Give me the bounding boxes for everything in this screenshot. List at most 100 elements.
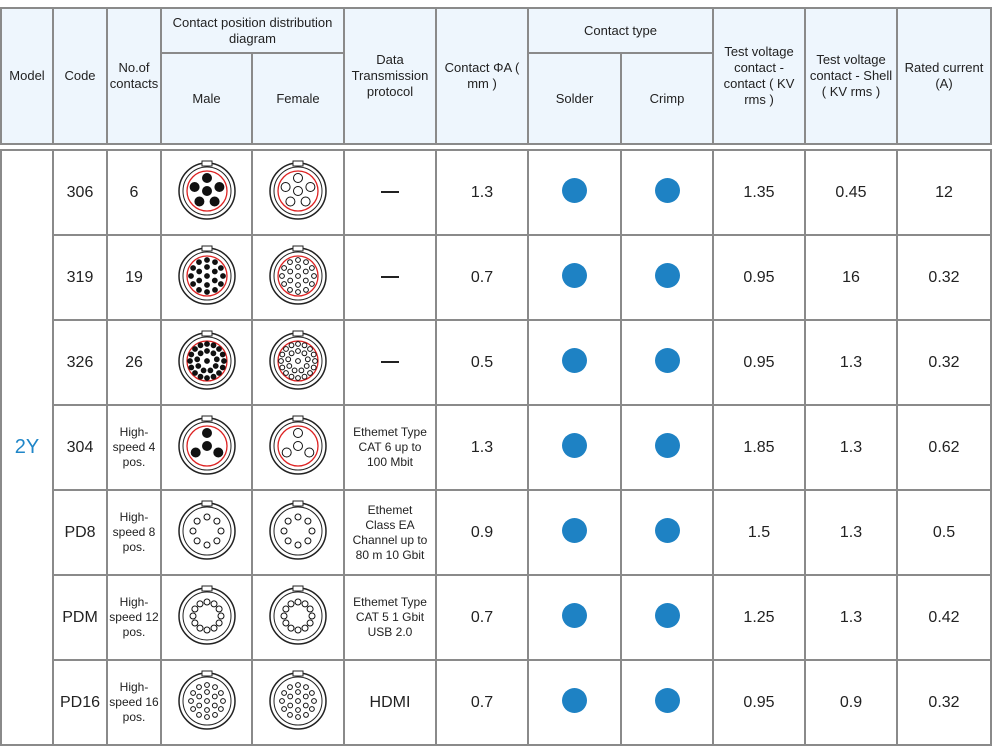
solder-cell — [527, 659, 622, 746]
connector-diagram-female-icon — [251, 149, 345, 236]
code-cell: PD16 — [52, 659, 108, 746]
rated-current-cell: 0.42 — [896, 574, 992, 661]
contacts-cell: 26 — [106, 319, 162, 406]
rated-current-cell: 0.32 — [896, 659, 992, 746]
protocol-cell: HDMI — [343, 659, 437, 746]
contact-diameter-cell: 1.3 — [435, 404, 529, 491]
test-voltage-contact-cell: 0.95 — [712, 319, 806, 406]
test-voltage-contact-cell: 1.85 — [712, 404, 806, 491]
connector-diagram-male-icon — [160, 149, 253, 236]
header-diagram: Contact position distribution diagram — [160, 7, 345, 54]
header-contacts: No.of contacts — [106, 7, 162, 145]
crimp-cell — [620, 489, 714, 576]
crimp-available-icon — [654, 347, 680, 373]
header-rated-current: Rated current (A) — [896, 7, 992, 145]
contacts-cell: High-speed 4 pos. — [106, 404, 162, 491]
table-row: PD8 High-speed 8 pos. Ethemet Class EA Cha… — [1, 489, 992, 576]
crimp-available-icon — [654, 517, 680, 543]
solder-cell — [527, 574, 622, 661]
contact-diameter-cell: 0.7 — [435, 574, 529, 661]
contact-diameter-cell: 0.7 — [435, 234, 529, 321]
crimp-available-icon — [654, 687, 680, 713]
connector-diagram-male-icon — [160, 234, 253, 321]
test-voltage-shell-cell: 1.3 — [804, 489, 898, 576]
test-voltage-contact-cell: 1.25 — [712, 574, 806, 661]
protocol-cell: — — [343, 319, 437, 406]
connector-diagram-female-icon — [251, 234, 345, 321]
crimp-cell — [620, 659, 714, 746]
header-female: Female — [251, 52, 345, 145]
protocol-cell: — — [343, 234, 437, 321]
rated-current-cell: 0.62 — [896, 404, 992, 491]
solder-available-icon — [562, 177, 587, 203]
protocol-cell: — — [343, 149, 437, 236]
crimp-available-icon — [654, 432, 680, 458]
contacts-cell: High-speed 16 pos. — [106, 659, 162, 746]
code-cell: PDM — [52, 574, 108, 661]
code-cell: PD8 — [52, 489, 108, 576]
connector-diagram-male-icon — [160, 489, 253, 576]
test-voltage-shell-cell: 1.3 — [804, 574, 898, 661]
solder-cell — [527, 319, 622, 406]
connector-diagram-female-icon — [251, 489, 345, 576]
code-cell: 326 — [52, 319, 108, 406]
contacts-cell: High-speed 8 pos. — [106, 489, 162, 576]
header-protocol: Data Transmission protocol — [343, 7, 437, 145]
solder-cell — [527, 489, 622, 576]
crimp-cell — [620, 149, 714, 236]
rated-current-cell: 0.32 — [896, 319, 992, 406]
connector-diagram-male-icon — [160, 319, 253, 406]
contacts-cell: 19 — [106, 234, 162, 321]
solder-cell — [527, 149, 622, 236]
crimp-cell — [620, 234, 714, 321]
contact-diameter-cell: 0.9 — [435, 489, 529, 576]
connector-diagram-female-icon — [251, 319, 345, 406]
solder-cell — [527, 234, 622, 321]
dash-icon — [381, 191, 399, 194]
solder-available-icon — [562, 602, 587, 628]
dash-icon — [381, 276, 399, 279]
solder-cell — [527, 404, 622, 491]
test-voltage-shell-cell: 1.3 — [804, 319, 898, 406]
header-male: Male — [160, 52, 253, 145]
model-cell: 2Y — [0, 149, 54, 746]
test-voltage-contact-cell: 1.5 — [712, 489, 806, 576]
table-row: PDM High-speed 12 pos. Ethemet Type CAT 5 … — [1, 574, 992, 661]
protocol-cell: Ethemet Class EA Channel up to 80 m 10 G… — [343, 489, 437, 576]
connector-diagram-male-icon — [160, 404, 253, 491]
header-solder: Solder — [527, 52, 622, 145]
protocol-cell: Ethemet Type CAT 5 1 Gbit USB 2.0 — [343, 574, 437, 661]
contact-diameter-cell: 0.5 — [435, 319, 529, 406]
connector-diagram-male-icon — [160, 574, 253, 661]
solder-available-icon — [562, 262, 587, 288]
rated-current-cell: 12 — [896, 149, 992, 236]
solder-available-icon — [562, 347, 587, 373]
crimp-available-icon — [654, 262, 680, 288]
test-voltage-shell-cell: 16 — [804, 234, 898, 321]
dash-icon — [381, 361, 399, 364]
table-header: Model Code No.of contacts Contact positi… — [0, 7, 992, 145]
rated-current-cell: 0.32 — [896, 234, 992, 321]
connector-diagram-female-icon — [251, 659, 345, 746]
header-code: Code — [52, 7, 108, 145]
table-row: PD16 High-speed 16 pos. HDMI 0.7 0.95 0.9 0.32 — [1, 659, 992, 746]
protocol-cell: Ethemet Type CAT 6 up to 100 Mbit — [343, 404, 437, 491]
crimp-cell — [620, 319, 714, 406]
code-cell: 319 — [52, 234, 108, 321]
header-model: Model — [0, 7, 54, 145]
test-voltage-contact-cell: 0.95 — [712, 234, 806, 321]
code-cell: 304 — [52, 404, 108, 491]
header-crimp: Crimp — [620, 52, 714, 145]
table-row: 304 High-speed 4 pos. Ethemet Type CAT 6 u… — [1, 404, 992, 491]
contact-diameter-cell: 0.7 — [435, 659, 529, 746]
crimp-available-icon — [654, 602, 680, 628]
connector-diagram-female-icon — [251, 404, 345, 491]
header-contact-diameter: Contact ΦA ( mm ) — [435, 7, 529, 145]
contacts-cell: 6 — [106, 149, 162, 236]
header-test-voltage-contact: Test voltage contact - contact ( KV rms … — [712, 7, 806, 145]
contacts-cell: High-speed 12 pos. — [106, 574, 162, 661]
solder-available-icon — [562, 432, 587, 458]
connector-diagram-female-icon — [251, 574, 345, 661]
